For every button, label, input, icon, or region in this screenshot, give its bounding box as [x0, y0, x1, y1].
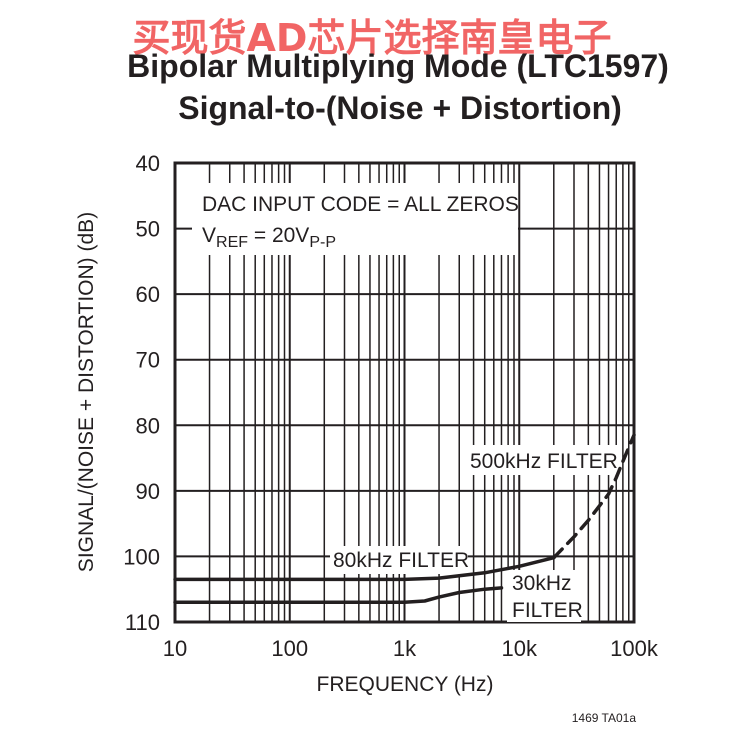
series-label-80k: 80kHz FILTER: [333, 549, 469, 572]
series-line-500khz: [552, 433, 636, 560]
watermark: 买现货AD芯片选择南皇电子: [133, 16, 612, 60]
y-tick-label: 90: [136, 479, 160, 504]
figure-id: 1469 TA01a: [572, 711, 637, 725]
y-tick-label: 110: [125, 610, 160, 635]
annotation-box: [192, 183, 518, 255]
y-tick-label: 40: [136, 151, 160, 176]
x-tick-label: 100k: [610, 636, 659, 661]
y-tick-labels: 40 50 60 70 80 90 100 110: [123, 151, 160, 635]
annotation-line1: DAC INPUT CODE = ALL ZEROS: [202, 193, 519, 216]
y-tick-label: 50: [136, 217, 160, 242]
x-tick-label: 1k: [393, 636, 417, 661]
x-tick-label: 100: [271, 636, 308, 661]
series-label-500k: 500kHz FILTER: [470, 450, 618, 473]
x-tick-label: 10k: [502, 636, 538, 661]
y-tick-label: 70: [136, 348, 160, 373]
chart-subtitle: Signal-to-(Noise + Distortion): [178, 90, 622, 126]
chart-title: Bipolar Multiplying Mode (LTC1597): [127, 48, 669, 84]
label-bg-80k: [330, 546, 468, 574]
annotation-line2: VREF = 20VP-P: [202, 224, 336, 251]
series-line-80khz: [173, 555, 556, 582]
x-axis-label: FREQUENCY (Hz): [317, 673, 494, 696]
y-axis-label: SIGNAL/(NOISE + DISTORTION) (dB): [75, 212, 98, 572]
label-bg-30k: [507, 570, 581, 622]
y-tick-label: 80: [136, 413, 160, 438]
series-label-30k-line1: 30kHz: [512, 572, 572, 595]
series-line-30khz: [173, 586, 504, 605]
series-label-30k-line2: FILTER: [512, 599, 583, 622]
y-tick-label: 100: [123, 544, 160, 569]
plot-frame: [173, 161, 636, 624]
label-bg-500k: [466, 445, 618, 475]
y-tick-label: 60: [136, 282, 160, 307]
series-group: [173, 433, 636, 605]
x-tick-label: 10: [163, 636, 187, 661]
x-tick-labels: 10 100 1k 10k 100k: [163, 636, 659, 661]
